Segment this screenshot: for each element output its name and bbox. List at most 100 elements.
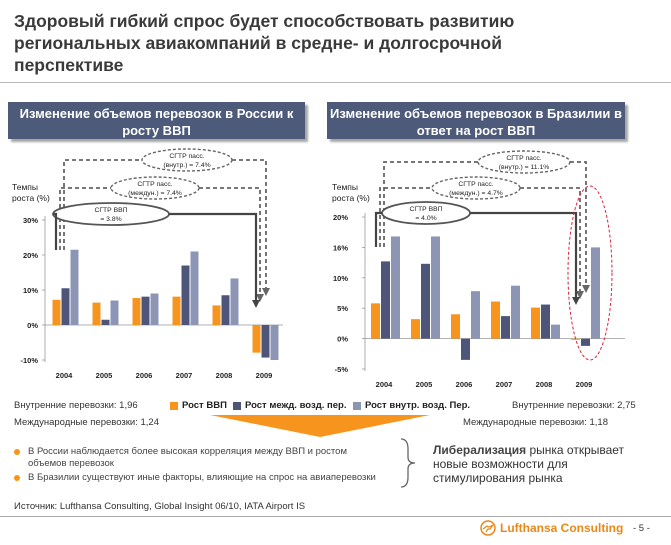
- conclusion-text: Либерализация рынка открывает новые возм…: [433, 443, 633, 485]
- bar-2006-series-2: [141, 296, 150, 325]
- title-divider: [0, 82, 671, 83]
- bar-2008-series-1: [531, 307, 540, 339]
- y-axis-label: Темпы: [332, 182, 358, 192]
- y-tick-label: 10%: [23, 286, 38, 295]
- bar-2007-series-3: [190, 251, 199, 325]
- legend-gdp: Рост ВВП: [170, 400, 227, 411]
- cagr-annotation-text: (междун.) = 7.4%: [128, 190, 182, 197]
- legend-dom: Рост внутр. возд. Пер.: [353, 400, 470, 411]
- bar-2007-series-1: [491, 301, 500, 339]
- arrowhead-icon: [256, 294, 264, 302]
- cagr-annotation-text: = 4.0%: [415, 215, 436, 222]
- bar-2004-series-1: [52, 299, 61, 325]
- russia-intl-stat: Международные перевозки: 1,24: [14, 417, 159, 428]
- bar-2008-series-3: [230, 278, 239, 325]
- bar-2005-series-3: [110, 300, 119, 325]
- lufthansa-crane-icon: [480, 520, 496, 536]
- x-tick-label: 2007: [496, 380, 513, 389]
- bullet-text: В России наблюдается более высокая корре…: [28, 446, 347, 469]
- y-tick-label: -5%: [335, 365, 349, 374]
- brace-shape: [400, 438, 416, 488]
- bar-2005-series-3: [431, 236, 440, 339]
- x-tick-label: 2006: [456, 380, 473, 389]
- source-note: Источник: Lufthansa Consulting, Global I…: [14, 501, 306, 512]
- cagr-connector-line: [383, 161, 478, 247]
- bar-2008-series-2: [541, 304, 550, 339]
- y-tick-label: 16%: [333, 243, 348, 252]
- bar-2007-series-2: [501, 316, 510, 339]
- bar-2004-series-3: [70, 249, 79, 325]
- down-arrow-shape: [210, 415, 430, 437]
- legend-swatch-gdp: [170, 401, 178, 410]
- legend-swatch-dom: [353, 401, 361, 410]
- x-tick-label: 2006: [136, 371, 153, 380]
- bar-2008-series-3: [551, 324, 560, 339]
- cagr-annotation-text: (внутр.) = 7.4%: [163, 162, 210, 169]
- bar-2005-series-1: [411, 319, 420, 339]
- arrowhead-icon: [572, 297, 580, 305]
- bar-2005-series-2: [101, 319, 110, 325]
- cagr-connector-line: [374, 211, 382, 247]
- bar-2006-series-2: [461, 338, 470, 360]
- arrowhead-icon: [582, 285, 590, 293]
- page-title: Здоровый гибкий спрос будет способствова…: [14, 11, 515, 75]
- x-tick-label: 2005: [416, 380, 433, 389]
- bar-2009-series-2: [581, 338, 590, 346]
- cagr-connector-line: [199, 187, 261, 296]
- legend-label-gdp: Рост ВВП: [182, 400, 227, 411]
- cagr-annotation-text: СГТР пасс.: [137, 181, 172, 188]
- x-tick-label: 2007: [176, 371, 193, 380]
- bar-2007-series-1: [172, 296, 181, 325]
- y-tick-label: 20%: [333, 213, 348, 222]
- brand-logo-text: Lufthansa Consulting: [500, 521, 624, 535]
- brazil-intl-stat: Международные перевозки: 1,18: [463, 417, 608, 428]
- bar-2004-series-3: [391, 236, 400, 339]
- cagr-annotation-text: СГТР ВВП: [409, 206, 442, 213]
- y-axis-label: роста (%): [332, 193, 370, 203]
- arrowhead-icon: [262, 288, 270, 296]
- bar-2004-series-1: [371, 303, 380, 339]
- y-tick-label: 10%: [333, 274, 348, 283]
- y-tick-label: 5%: [337, 304, 348, 313]
- cagr-annotation-text: (внутр.) = 11.1%: [499, 164, 550, 171]
- cagr-annotation-text: (междун.) = 4.7%: [449, 190, 503, 197]
- cagr-annotation-text: СГТР пасс.: [169, 153, 204, 160]
- bullet-item: В России наблюдается более высокая корре…: [14, 446, 388, 470]
- y-tick-label: 0%: [337, 335, 348, 344]
- cagr-annotation-text: СГТР пасс.: [506, 155, 541, 162]
- bar-2006-series-1: [132, 298, 141, 325]
- x-tick-label: 2004: [56, 371, 74, 380]
- bar-2006-series-3: [471, 291, 480, 339]
- x-tick-label: 2008: [536, 380, 553, 389]
- legend-intl: Рост межд. возд. пер.: [233, 400, 346, 411]
- cagr-connector-line: [379, 187, 432, 247]
- bar-2006-series-3: [150, 293, 159, 325]
- arrowhead-icon: [252, 300, 260, 308]
- russia-domestic-stat: Внутренние перевозки: 1,96: [14, 400, 138, 411]
- cagr-connector-line: [520, 187, 581, 293]
- bar-2004-series-2: [381, 261, 390, 339]
- bar-2009-series-2: [261, 325, 270, 358]
- y-axis-label: Темпы: [12, 182, 38, 192]
- highlight-2009-ellipse: [567, 185, 613, 361]
- bar-2005-series-2: [421, 263, 430, 339]
- cagr-annotation-text: = 3.8%: [100, 216, 121, 223]
- bar-2008-series-2: [221, 295, 230, 325]
- x-tick-label: 2009: [576, 380, 593, 389]
- page-number: - 5 -: [633, 523, 650, 534]
- bar-2009-series-3: [591, 247, 600, 339]
- bar-2009-series-1: [252, 325, 261, 353]
- cagr-connector-line: [53, 212, 58, 250]
- y-axis-label: роста (%): [12, 193, 50, 203]
- cagr-annotation-text: СГТР ВВП: [94, 207, 127, 214]
- conclusion-bold: Либерализация: [433, 443, 527, 457]
- bullet-dot: [14, 449, 20, 455]
- y-tick-label: 0%: [27, 321, 38, 330]
- bullet-text: В Бразилии существуют иные факторы, влия…: [28, 472, 376, 483]
- bar-2008-series-1: [212, 305, 221, 325]
- bullet-item: В Бразилии существуют иные факторы, влия…: [14, 472, 408, 484]
- bar-2005-series-1: [92, 302, 101, 325]
- bar-2006-series-1: [451, 314, 460, 339]
- bar-2007-series-3: [511, 285, 520, 339]
